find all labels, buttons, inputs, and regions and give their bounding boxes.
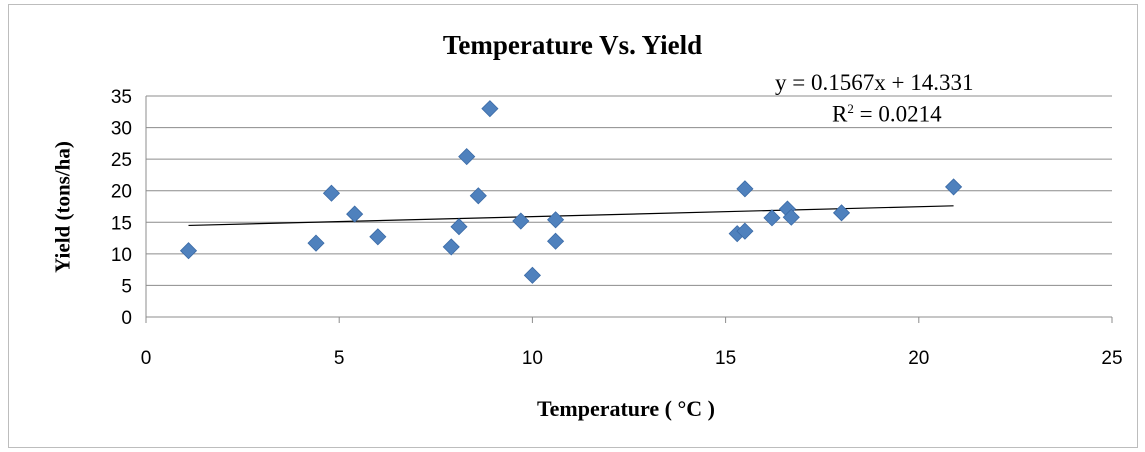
- x-tick-label: 0: [141, 348, 152, 369]
- data-point: [443, 239, 459, 255]
- x-tick-label: 5: [334, 348, 345, 369]
- x-tick-label: 10: [522, 348, 543, 369]
- y-tick-label: 5: [121, 276, 132, 297]
- y-tick-label: 35: [111, 87, 132, 108]
- y-tick-label: 15: [111, 213, 132, 234]
- data-point: [459, 149, 475, 165]
- data-point: [524, 267, 540, 283]
- y-axis-label: Yield (tons/ha): [51, 141, 76, 273]
- x-axis-label: Temperature ( °C ): [140, 396, 1112, 422]
- y-tick-label: 0: [121, 308, 132, 329]
- x-tick-label: 25: [1101, 348, 1122, 369]
- data-point: [308, 235, 324, 251]
- x-tick-label: 15: [715, 348, 736, 369]
- data-point: [737, 181, 753, 197]
- y-tick-label: 10: [111, 245, 132, 266]
- data-point: [548, 233, 564, 249]
- y-tick-label: 30: [111, 119, 132, 140]
- data-point: [451, 219, 467, 235]
- data-point: [482, 101, 498, 117]
- data-point: [470, 188, 486, 204]
- data-point: [370, 229, 386, 245]
- data-point: [834, 205, 850, 221]
- data-point: [181, 243, 197, 259]
- data-point: [347, 206, 363, 222]
- y-tick-label: 25: [111, 150, 132, 171]
- data-point: [513, 213, 529, 229]
- data-point: [764, 210, 780, 226]
- data-point: [548, 212, 564, 228]
- data-point: [323, 185, 339, 201]
- data-point: [946, 179, 962, 195]
- y-tick-label: 20: [111, 182, 132, 203]
- x-tick-label: 20: [908, 348, 929, 369]
